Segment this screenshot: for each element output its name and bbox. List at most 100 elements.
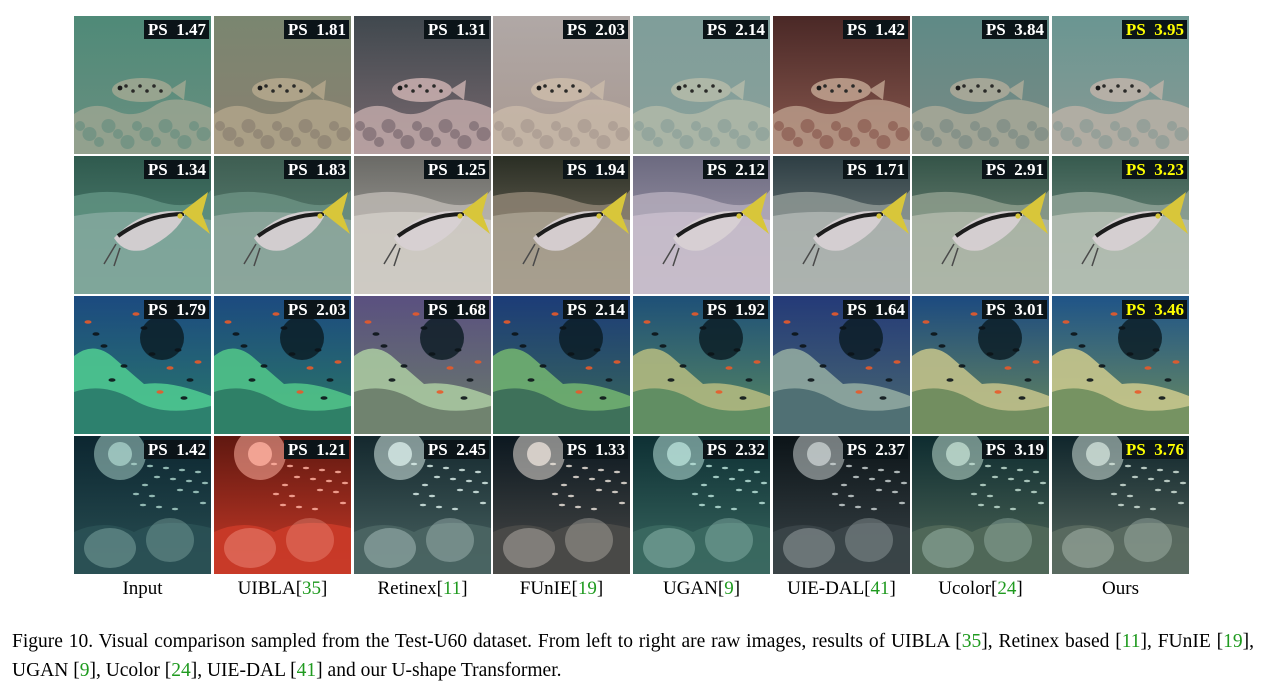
result-image-ugan: PS 2.32 (633, 436, 770, 574)
citation-link[interactable]: 19 (577, 578, 597, 599)
result-image-uibla: PS 1.83 (214, 156, 351, 294)
underwater-photo-pufferfish-on-reef (1052, 16, 1189, 154)
ps-score-badge: PS 2.03 (283, 300, 349, 319)
underwater-photo-pufferfish-on-reef (633, 16, 770, 154)
underwater-photo-dark-school-of-fish (354, 436, 491, 574)
ps-score-badge: PS 1.31 (423, 20, 489, 39)
underwater-photo-dark-school-of-fish (74, 436, 211, 574)
citation-link[interactable]: 35 (302, 578, 322, 599)
underwater-photo-dark-school-of-fish (633, 436, 770, 574)
underwater-photo-dark-school-of-fish (493, 436, 630, 574)
method-label: UGAN[9] (662, 578, 741, 599)
citation-link[interactable]: 9 (724, 578, 734, 599)
underwater-photo-coral-reef-fish (493, 296, 630, 434)
citation-link[interactable]: 11 (1121, 631, 1141, 652)
citation-link[interactable]: 11 (442, 578, 462, 599)
ps-score-badge: PS 1.42 (842, 20, 908, 39)
underwater-photo-dark-school-of-fish (1052, 436, 1189, 574)
underwater-photo-goatfish-on-sand (493, 156, 630, 294)
underwater-photo-coral-reef-fish (912, 296, 1049, 434)
result-image-ugan: PS 2.12 (633, 156, 770, 294)
comparison-row-coral-reef-fish: PS 1.79 PS 2.03 PS 1.68 PS 2.14 PS 1.92 PS 1.… (74, 296, 1190, 434)
ps-score-badge: PS 2.32 (702, 440, 768, 459)
result-image-ours: PS 3.23 (1052, 156, 1189, 294)
figure-caption: Figure 10. Visual comparison sampled fro… (12, 631, 1254, 681)
result-image-funie: PS 2.14 (493, 296, 630, 434)
citation-link[interactable]: 24 (997, 578, 1017, 599)
ps-score-badge: PS 3.76 (1121, 440, 1187, 459)
ps-score-badge: PS 1.92 (702, 300, 768, 319)
result-image-uibla: PS 1.81 (214, 16, 351, 154)
method-label: Retinex[11] (377, 578, 468, 599)
ps-score-badge: PS 2.12 (702, 160, 768, 179)
ps-score-badge: PS 1.21 (283, 440, 349, 459)
ps-score-badge: PS 3.01 (981, 300, 1047, 319)
result-image-funie: PS 1.33 (493, 436, 630, 574)
underwater-photo-goatfish-on-sand (354, 156, 491, 294)
citation-link[interactable]: 19 (1223, 631, 1243, 652)
result-image-input: PS 1.42 (74, 436, 211, 574)
underwater-photo-pufferfish-on-reef (74, 16, 211, 154)
ps-score-badge: PS 2.91 (981, 160, 1047, 179)
citation-link[interactable]: 41 (296, 660, 317, 681)
result-image-ucolor: PS 2.91 (912, 156, 1049, 294)
result-image-ucolor: PS 3.19 (912, 436, 1049, 574)
method-label-row: Input UIBLA[35] Retinex[11] FUnIE[19] UGAN[9… (74, 577, 1190, 603)
method-label: Ucolor[24] (938, 578, 1023, 599)
underwater-photo-pufferfish-on-reef (773, 16, 910, 154)
ps-score-badge: PS 2.14 (562, 300, 628, 319)
result-image-retinex: PS 2.45 (354, 436, 491, 574)
underwater-photo-dark-school-of-fish (912, 436, 1049, 574)
ps-score-badge: PS 2.03 (562, 20, 628, 39)
comparison-row-pufferfish-on-reef: PS 1.47 PS 1.81 PS 1.31 PS 2.03 PS 2.14 PS 1.… (74, 16, 1190, 154)
method-label: Input (122, 578, 163, 599)
ps-score-badge: PS 2.14 (702, 20, 768, 39)
ps-score-badge: PS 3.95 (1121, 20, 1187, 39)
citation-link[interactable]: 9 (79, 660, 90, 681)
underwater-photo-coral-reef-fish (74, 296, 211, 434)
underwater-photo-goatfish-on-sand (633, 156, 770, 294)
underwater-photo-goatfish-on-sand (773, 156, 910, 294)
ps-score-badge: PS 3.19 (981, 440, 1047, 459)
method-label: UIBLA[35] (237, 578, 328, 599)
result-image-funie: PS 2.03 (493, 16, 630, 154)
ps-score-badge: PS 1.79 (143, 300, 209, 319)
result-image-ugan: PS 1.92 (633, 296, 770, 434)
result-image-ugan: PS 2.14 (633, 16, 770, 154)
underwater-photo-coral-reef-fish (773, 296, 910, 434)
underwater-photo-goatfish-on-sand (74, 156, 211, 294)
citation-link[interactable]: 24 (171, 660, 191, 681)
result-image-uie-dal: PS 1.42 (773, 16, 910, 154)
result-image-ucolor: PS 3.01 (912, 296, 1049, 434)
underwater-photo-pufferfish-on-reef (354, 16, 491, 154)
method-label: UIE-DAL[41] (787, 578, 896, 599)
ps-score-badge: PS 1.34 (143, 160, 209, 179)
underwater-photo-goatfish-on-sand (912, 156, 1049, 294)
result-image-ours: PS 3.46 (1052, 296, 1189, 434)
citation-link[interactable]: 41 (870, 578, 890, 599)
underwater-photo-coral-reef-fish (214, 296, 351, 434)
ps-score-badge: PS 1.42 (143, 440, 209, 459)
method-label: Ours (1102, 578, 1139, 599)
comparison-figure-grid: PS 1.47 PS 1.81 PS 1.31 PS 2.03 PS 2.14 PS 1.… (74, 16, 1190, 576)
underwater-photo-coral-reef-fish (354, 296, 491, 434)
ps-score-badge: PS 3.46 (1121, 300, 1187, 319)
result-image-funie: PS 1.94 (493, 156, 630, 294)
ps-score-badge: PS 1.25 (423, 160, 489, 179)
result-image-uibla: PS 2.03 (214, 296, 351, 434)
citation-link[interactable]: 35 (961, 631, 982, 652)
result-image-retinex: PS 1.25 (354, 156, 491, 294)
result-image-input: PS 1.47 (74, 16, 211, 154)
ps-score-badge: PS 1.71 (842, 160, 908, 179)
ps-score-badge: PS 2.37 (842, 440, 908, 459)
underwater-photo-pufferfish-on-reef (912, 16, 1049, 154)
result-image-input: PS 1.79 (74, 296, 211, 434)
ps-score-badge: PS 1.64 (842, 300, 908, 319)
underwater-photo-goatfish-on-sand (214, 156, 351, 294)
result-image-retinex: PS 1.68 (354, 296, 491, 434)
underwater-photo-pufferfish-on-reef (214, 16, 351, 154)
ps-score-badge: PS 1.94 (562, 160, 628, 179)
result-image-uie-dal: PS 2.37 (773, 436, 910, 574)
result-image-retinex: PS 1.31 (354, 16, 491, 154)
underwater-photo-coral-reef-fish (1052, 296, 1189, 434)
